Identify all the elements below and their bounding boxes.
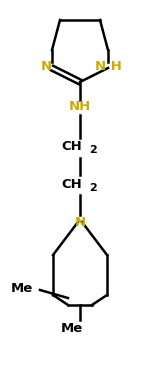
Text: NH: NH (69, 101, 91, 113)
Text: CH: CH (62, 178, 82, 192)
Text: N: N (74, 215, 86, 229)
Text: Me: Me (61, 321, 83, 334)
Text: N: N (40, 61, 52, 73)
Text: 2: 2 (89, 183, 97, 193)
Text: 2: 2 (89, 145, 97, 155)
Text: N H: N H (95, 61, 121, 73)
Text: Me: Me (11, 281, 33, 294)
Text: CH: CH (62, 141, 82, 153)
